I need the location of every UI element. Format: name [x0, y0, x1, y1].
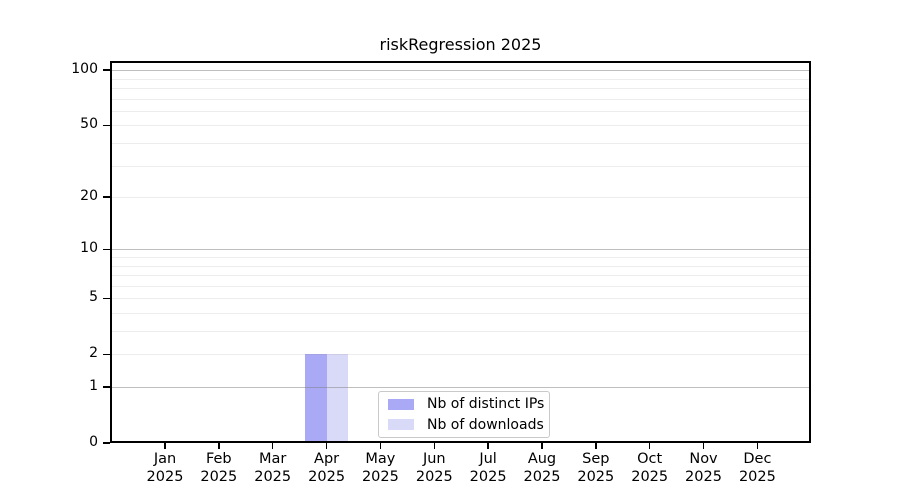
x-tick-label: Jun 2025 — [415, 451, 453, 485]
x-tick — [164, 443, 166, 449]
x-tick — [379, 443, 382, 449]
y-gridline-minor — [110, 298, 811, 300]
y-tick — [103, 124, 110, 126]
y-gridline-minor — [110, 256, 811, 258]
x-tick — [271, 443, 274, 449]
y-gridline-major — [110, 70, 811, 72]
legend: Nb of distinct IPs Nb of downloads — [378, 391, 550, 438]
x-tick-label: Dec 2025 — [738, 451, 776, 485]
y-gridline-minor — [110, 98, 811, 100]
y-gridline-major — [110, 249, 811, 251]
x-tick-label: Mar 2025 — [254, 451, 292, 485]
x-tick-label: Jan 2025 — [146, 451, 184, 485]
x-tick-label: Nov 2025 — [685, 451, 722, 485]
legend-swatch-distinct-ips — [388, 398, 414, 410]
y-tick — [103, 69, 110, 71]
plot-area — [110, 61, 811, 443]
legend-row: Nb of downloads — [388, 417, 549, 433]
y-gridline-minor — [110, 78, 811, 80]
x-tick — [702, 443, 705, 449]
bars-layer — [110, 61, 811, 443]
y-gridline-minor — [110, 275, 811, 276]
bar-distinct-ips — [305, 354, 327, 443]
y-tick-label: 20 — [80, 188, 98, 204]
y-gridline-minor — [110, 165, 811, 167]
y-gridline-minor — [110, 197, 811, 198]
y-gridline-minor — [110, 125, 811, 127]
y-gridline-minor — [110, 285, 811, 287]
x-tick — [218, 443, 220, 449]
y-tick-label: 2 — [89, 345, 98, 362]
x-tick — [756, 443, 759, 449]
y-tick — [103, 297, 110, 299]
x-tick — [487, 443, 489, 449]
legend-swatch-downloads — [388, 419, 414, 431]
x-tick-label: May 2025 — [361, 451, 399, 485]
y-tick-label: 100 — [71, 61, 98, 78]
x-tick — [325, 443, 328, 449]
y-tick-label: 5 — [89, 289, 98, 306]
legend-label-distinct-ips: Nb of distinct IPs — [427, 396, 545, 413]
y-tick — [103, 196, 110, 198]
y-gridline-minor — [110, 142, 811, 144]
y-tick — [103, 442, 110, 444]
y-gridline-minor — [110, 110, 811, 112]
legend-row: Nb of distinct IPs — [388, 396, 549, 412]
y-gridline-minor — [110, 331, 811, 332]
y-gridline-minor — [110, 312, 811, 314]
x-tick — [648, 443, 651, 449]
y-gridline-minor — [110, 354, 811, 356]
y-tick-label: 10 — [80, 240, 98, 257]
x-tick-label: Aug 2025 — [523, 451, 561, 485]
y-tick — [103, 353, 110, 355]
x-tick — [595, 443, 597, 449]
y-tick-label: 1 — [89, 378, 98, 394]
x-tick — [433, 443, 435, 449]
x-tick-label: Oct 2025 — [631, 451, 669, 485]
y-tick — [103, 386, 110, 388]
y-tick — [103, 248, 110, 250]
y-tick-label: 50 — [80, 116, 98, 133]
x-tick-label: Jul 2025 — [469, 451, 507, 485]
legend-label-downloads: Nb of downloads — [427, 416, 544, 433]
y-gridline-minor — [110, 87, 811, 89]
y-tick-label: 0 — [89, 434, 98, 450]
x-tick-label: Feb 2025 — [200, 451, 238, 485]
bar-downloads — [326, 354, 349, 443]
y-gridline-major — [110, 387, 811, 388]
y-gridline-minor — [110, 265, 811, 267]
x-tick-label: Apr 2025 — [308, 451, 346, 485]
x-tick — [541, 443, 543, 449]
x-tick-label: Sep 2025 — [577, 451, 615, 485]
grid-layer — [110, 61, 811, 443]
chart-title: riskRegression 2025 — [379, 35, 542, 54]
